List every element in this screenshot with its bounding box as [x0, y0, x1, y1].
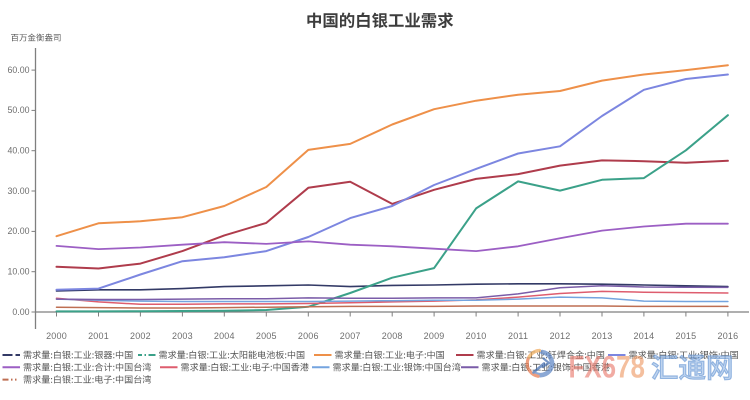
- svg-text:2003: 2003: [172, 331, 193, 341]
- svg-text:FX678: FX678: [569, 349, 646, 385]
- svg-text:2000: 2000: [46, 331, 67, 341]
- svg-text:2006: 2006: [298, 331, 319, 341]
- svg-text:2009: 2009: [424, 331, 445, 341]
- svg-text:2010: 2010: [466, 331, 487, 341]
- svg-text:0.00: 0.00: [12, 307, 29, 317]
- svg-text:2014: 2014: [633, 331, 654, 341]
- svg-text:2008: 2008: [382, 331, 403, 341]
- svg-text:2012: 2012: [550, 331, 571, 341]
- svg-text:40.00: 40.00: [7, 146, 29, 156]
- svg-text:2004: 2004: [214, 331, 235, 341]
- svg-text:2016: 2016: [717, 331, 738, 341]
- svg-text:60.00: 60.00: [7, 65, 29, 75]
- svg-text:2013: 2013: [592, 331, 613, 341]
- svg-text:2002: 2002: [130, 331, 151, 341]
- svg-text:50.00: 50.00: [7, 105, 29, 115]
- svg-text:30.00: 30.00: [7, 186, 29, 196]
- svg-text:20.00: 20.00: [7, 226, 29, 236]
- svg-text:10.00: 10.00: [7, 267, 29, 277]
- svg-text:2015: 2015: [675, 331, 696, 341]
- svg-text:2001: 2001: [88, 331, 109, 341]
- svg-text:2007: 2007: [340, 331, 361, 341]
- svg-text:2005: 2005: [256, 331, 277, 341]
- svg-text:2011: 2011: [508, 331, 528, 341]
